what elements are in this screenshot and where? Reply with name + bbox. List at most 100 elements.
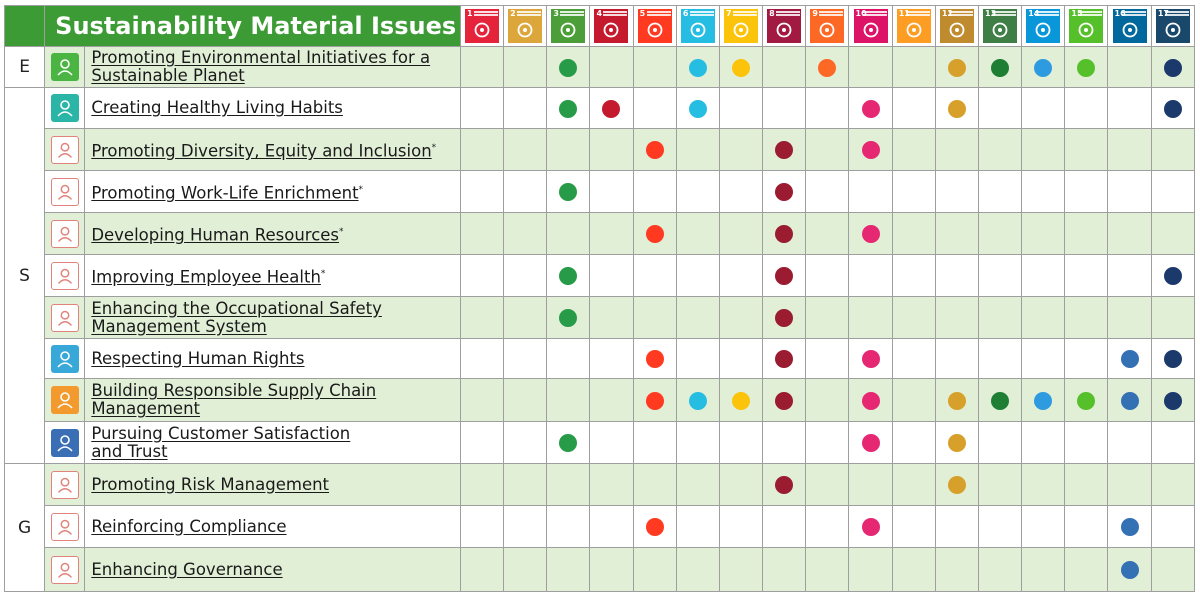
issue-label-line: Sustainable Planet [91,66,245,85]
sdg-cell-11 [891,505,936,548]
issue-link[interactable]: Creating Healthy Living Habits [91,98,343,117]
sdg-cell-16 [1107,87,1152,129]
issue-link[interactable]: Building Responsible Supply Chain Managem… [91,381,376,418]
sdg-cell-12 [934,254,979,297]
sdg-cell-5 [632,254,677,297]
sdg-cell-11 [891,128,936,171]
sdg-cell-16 [1107,296,1152,339]
sdg-cell-3 [546,212,591,255]
sdg-cell-5 [632,212,677,255]
sdg-cell-1 [459,338,505,379]
sdg-cell-6 [675,421,720,464]
sdg-cell-3 [546,254,591,297]
sdg-number: 7 [726,9,732,18]
sdg-tile-3: 3 [551,9,586,43]
issue-link[interactable]: Promoting Work-Life Enrichment [91,183,358,202]
sdg-cell-8 [762,378,807,422]
sdg-cell-17 [1150,463,1196,506]
sdg-cell-11 [891,296,936,339]
cycle-icon [50,386,79,414]
sdg-cell-17 [1150,338,1196,379]
issue-link[interactable]: Pursuing Customer Satisfaction and Trust [91,424,350,461]
sdg-cell-12 [934,505,979,548]
cubes-icon [819,22,835,38]
issue-link[interactable]: Enhancing the Occupational Safety Managem… [91,299,382,336]
sdg-cell-7 [718,254,764,297]
sdg-cell-7 [718,170,764,213]
customer-icon [50,428,79,457]
sdg-cell-13 [977,254,1023,297]
sdg-cell-11 [891,463,936,506]
issue-link[interactable]: Promoting Risk Management [91,475,329,494]
sdg-dot-17 [1163,58,1182,77]
sdg-header-9: 9 [805,5,850,47]
sdg-cell-17 [1150,46,1196,88]
sdg-cell-5 [632,378,677,422]
issue-link[interactable]: Promoting Diversity, Equity and Inclusio… [91,141,431,160]
asterisk-note: * [431,142,437,153]
sdg-cell-7 [718,547,764,592]
sdg-cell-12 [934,378,979,422]
issue-icon-cell [44,87,86,129]
sdg-dot-8 [775,391,794,410]
sdg-cell-5 [632,338,677,379]
sdg-dot-8 [775,183,794,202]
sdg-dot-3 [559,58,578,77]
sdg-cell-17 [1150,212,1196,255]
sdg-cell-9 [805,212,850,255]
sdg-dot-10 [861,434,880,453]
sdg-cell-2 [503,421,548,464]
sdg-cell-9 [805,421,850,464]
sdg-tile-4: 4 [594,9,629,43]
sdg-tile-17: 17 [1155,9,1190,43]
sdg-cell-13 [977,46,1023,88]
sdg-dot-13 [991,58,1010,77]
issue-label-line: Respecting Human Rights [91,348,305,368]
sdg-cell-4 [589,505,634,548]
sdg-cell-7 [718,463,764,506]
issue-label-line: Pursuing Customer Satisfaction [91,423,351,443]
sdg-cell-17 [1150,170,1196,213]
issue-link[interactable]: Promoting Environmental Initiatives for … [91,48,430,85]
sdg-cell-13 [977,128,1023,171]
issue-label-line: Promoting Work-Life Enrichment [91,183,359,203]
table-row: E Promoting Environmental Initiatives for… [3,46,1196,88]
sdg-cell-9 [805,547,850,592]
sdg-cell-13 [977,378,1023,422]
issue-link[interactable]: Improving Employee Health [91,267,321,286]
sdg-cell-14 [1021,421,1066,464]
sdg-dot-12 [947,391,966,410]
sdg-cell-6 [675,128,720,171]
sdg-dot-12 [947,58,966,77]
heartbeat-icon [560,22,576,38]
sdg-cell-12 [934,547,979,592]
issue-link[interactable]: Respecting Human Rights [91,349,304,368]
sdg-dot-3 [559,267,578,286]
growth-chart-icon [776,22,792,38]
sdg-cell-1 [459,296,505,339]
issue-icon-cell [44,547,86,592]
issue-link[interactable]: Reinforcing Compliance [91,517,286,536]
issue-link[interactable]: Enhancing Governance [91,560,282,579]
issue-link[interactable]: Developing Human Resources [91,225,339,244]
sdg-cell-9 [805,505,850,548]
sdg-dot-17 [1163,99,1182,118]
sdg-cell-6 [675,547,720,592]
sdg-cell-5 [632,128,677,171]
table-row: Reinforcing Compliance [5,505,1196,548]
sdg-header-6: 6 [675,5,720,47]
sdg-cell-6 [675,338,720,379]
sdg-cell-7 [718,338,764,379]
sdg-cell-1 [459,547,505,592]
sdg-dot-16 [1120,350,1139,369]
sdg-cell-10 [848,128,893,171]
sdg-number: 13 [985,9,997,18]
balance-scale-icon [50,177,79,206]
sdg-cell-7 [718,87,764,129]
sdg-dot-5 [645,141,664,160]
sdg-dot-17 [1163,391,1182,410]
sdg-cell-16 [1107,46,1152,88]
warning-icon [50,470,79,499]
sdg-cell-10 [848,338,893,379]
